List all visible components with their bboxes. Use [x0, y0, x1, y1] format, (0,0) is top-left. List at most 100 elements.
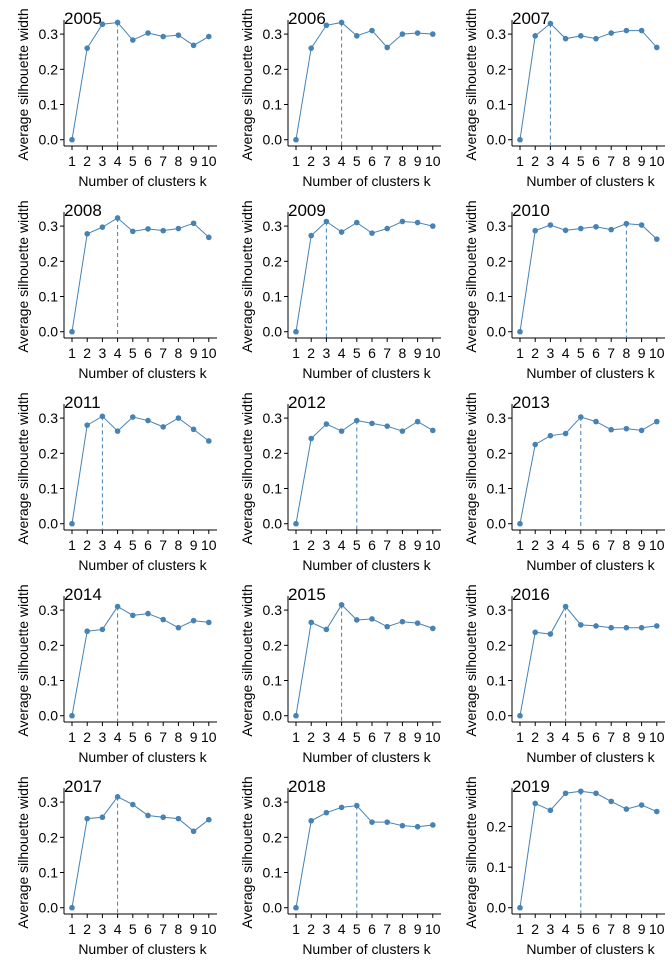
data-point	[293, 136, 299, 143]
x-tick-label: 2	[531, 153, 539, 169]
series-line	[519, 416, 658, 524]
y-tick-label: 0.1	[487, 97, 507, 113]
chart-panel-2018: 2018 Average silhouette width 0.0 0.1 0.2 0.3…	[224, 768, 448, 957]
x-axis-label: Number of clusters k	[78, 173, 207, 189]
x-tick-label: 7	[607, 729, 615, 745]
x-tick-label: 1	[68, 153, 76, 169]
chart-title: 2012	[288, 393, 326, 412]
data-point	[608, 426, 614, 433]
data-point	[69, 712, 75, 719]
x-tick-label: 1	[516, 921, 524, 937]
data-point	[593, 418, 599, 425]
data-point	[547, 631, 554, 637]
x-tick-label: 5	[129, 921, 137, 937]
chart-panel-2008: 2008 Average silhouette width 0.0 0.1 0.2 0.3…	[0, 192, 224, 381]
x-tick-label: 5	[577, 537, 585, 553]
data-point	[354, 33, 360, 39]
y-axis-label: Average silhouette width	[239, 8, 255, 160]
y-tick-label: 0.0	[39, 324, 59, 340]
series-line	[71, 21, 210, 140]
data-point	[414, 418, 421, 425]
x-tick-label: 6	[592, 153, 600, 169]
data-point	[654, 44, 660, 51]
x-tick-label: 5	[353, 921, 361, 937]
data-point	[190, 220, 197, 227]
x-tick-label: 8	[175, 729, 183, 745]
x-tick-label: 9	[414, 153, 422, 169]
x-tick-label: 4	[562, 153, 570, 169]
x-tick-label: 7	[607, 153, 615, 169]
y-tick-label: 0.3	[39, 410, 59, 426]
chart-panel-2017: 2017 Average silhouette width 0.0 0.1 0.2 0.3…	[0, 768, 224, 957]
chart-title: 2011	[64, 393, 101, 412]
x-tick-label: 2	[83, 537, 91, 553]
data-point	[578, 33, 584, 39]
x-tick-label: 3	[99, 345, 107, 361]
series-line	[295, 420, 434, 524]
y-tick-label: 0.2	[39, 61, 59, 77]
data-point	[354, 417, 360, 424]
data-point	[369, 420, 375, 427]
x-tick-label: 8	[399, 345, 407, 361]
data-point	[430, 625, 436, 632]
data-point	[130, 228, 136, 235]
data-point	[69, 136, 75, 143]
data-point	[414, 620, 421, 626]
x-tick-label: 4	[338, 537, 346, 553]
x-tick-label: 7	[159, 921, 167, 937]
data-point	[160, 33, 166, 40]
data-point	[654, 418, 660, 425]
data-point	[623, 806, 630, 812]
x-tick-label: 8	[623, 153, 631, 169]
data-point	[654, 236, 660, 242]
x-tick-label: 2	[531, 729, 539, 745]
x-tick-label: 8	[399, 729, 407, 745]
x-tick-label: 2	[307, 921, 315, 937]
x-tick-label: 4	[338, 153, 346, 169]
data-point	[323, 809, 330, 816]
x-tick-label: 2	[83, 729, 91, 745]
data-point	[623, 425, 630, 432]
chart-panel-2016: 2016 Average silhouette width 0.0 0.1 0.2 0.3…	[448, 576, 672, 765]
data-point	[84, 45, 90, 51]
x-tick-label: 7	[159, 729, 167, 745]
data-point	[608, 798, 614, 805]
x-tick-label: 6	[144, 153, 152, 169]
data-point	[145, 30, 151, 36]
series-line	[295, 220, 433, 332]
x-axis-label: Number of clusters k	[526, 365, 655, 381]
y-tick-label: 0.3	[487, 410, 507, 426]
data-point	[323, 218, 330, 225]
data-point	[593, 623, 599, 629]
y-axis-label: Average silhouette width	[463, 200, 479, 352]
data-point	[517, 328, 523, 335]
y-tick-label: 0.0	[487, 900, 507, 916]
data-point	[369, 616, 375, 622]
x-tick-label: 4	[562, 537, 570, 553]
y-tick-label: 0.0	[39, 708, 59, 724]
x-tick-label: 8	[399, 153, 407, 169]
series-line	[71, 796, 210, 908]
x-tick-label: 4	[114, 345, 122, 361]
chart-title: 2006	[288, 9, 326, 28]
data-point	[638, 802, 645, 808]
data-point	[308, 817, 314, 824]
data-point	[130, 414, 136, 420]
x-tick-label: 1	[68, 921, 76, 937]
x-tick-label: 5	[129, 729, 137, 745]
x-tick-label: 3	[547, 729, 555, 745]
x-axis-label: Number of clusters k	[302, 941, 431, 957]
y-tick-label: 0.0	[263, 132, 283, 148]
x-tick-label: 9	[638, 537, 646, 553]
x-tick-label: 9	[638, 345, 646, 361]
x-tick-label: 7	[607, 345, 615, 361]
data-point	[399, 428, 406, 434]
y-axis-label: Average silhouette width	[463, 8, 479, 160]
y-tick-label: 0.2	[487, 253, 507, 269]
y-tick-label: 0.3	[263, 602, 283, 618]
y-tick-label: 0.3	[263, 218, 283, 234]
x-tick-label: 6	[592, 537, 600, 553]
x-tick-label: 4	[114, 537, 122, 553]
data-point	[623, 220, 630, 227]
y-tick-label: 0.2	[263, 61, 283, 77]
